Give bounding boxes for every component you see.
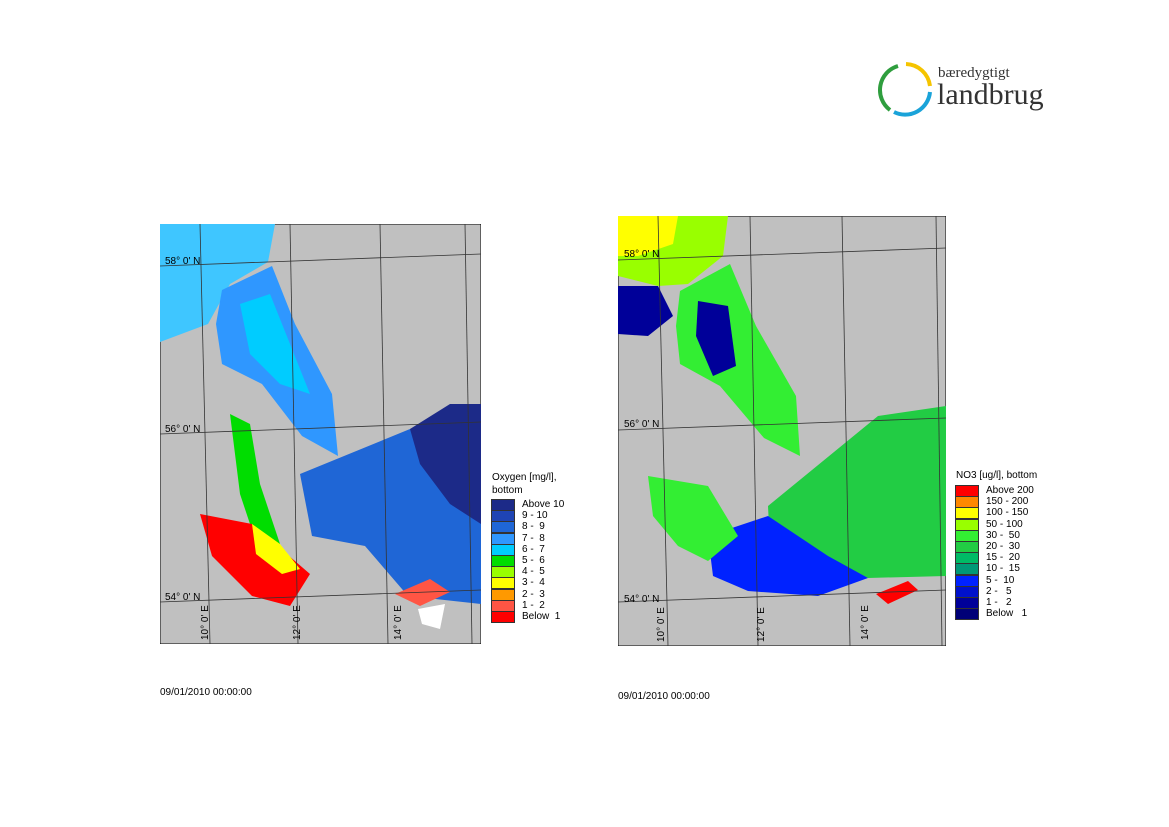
legend-title: bottom xyxy=(492,485,523,496)
legend-label: 7 - 8 xyxy=(522,532,545,544)
legend-swatch xyxy=(955,563,979,576)
legend-label: 30 - 50 xyxy=(986,529,1020,541)
lon-label: 14° 0' E xyxy=(393,605,404,640)
legend-label: 5 - 6 xyxy=(522,555,545,566)
legend-swatch xyxy=(955,507,979,520)
legend-label: Above 10 xyxy=(522,499,565,510)
legend-swatch xyxy=(491,510,515,523)
legend-swatch xyxy=(955,485,979,497)
legend-swatch xyxy=(955,541,979,553)
legend-swatch xyxy=(491,566,515,579)
legend-swatch xyxy=(491,577,515,590)
legend-swatch xyxy=(491,532,515,545)
legend-label: 3 - 4 xyxy=(522,577,545,589)
legend-swatch xyxy=(955,518,979,531)
legend-label: 150 - 200 xyxy=(986,496,1029,508)
legend-label: 8 - 9 xyxy=(522,521,545,533)
legend-swatch xyxy=(955,574,979,587)
lat-label: 58° 0' N xyxy=(624,249,660,260)
legend-swatch xyxy=(955,608,979,621)
legend-label: 2 - 3 xyxy=(522,588,545,600)
timestamp: 09/01/2010 00:00:00 xyxy=(618,691,710,702)
legend-swatch xyxy=(955,585,979,598)
legend-swatch xyxy=(491,599,515,612)
legend-label: 9 - 10 xyxy=(522,510,548,522)
legend-swatch xyxy=(955,552,979,565)
lat-label: 54° 0' N xyxy=(624,594,660,605)
legend-label: 4 - 5 xyxy=(522,566,545,578)
legend-swatch xyxy=(955,496,979,509)
legend-label: 20 - 30 xyxy=(986,541,1020,552)
lat-label: 56° 0' N xyxy=(165,424,201,435)
logo-text: bæredygtigt xyxy=(938,65,1010,81)
legend-label: 10 - 15 xyxy=(986,563,1020,575)
lat-label: 58° 0' N xyxy=(165,256,201,267)
legend-label: Above 200 xyxy=(986,485,1034,496)
lat-label: 56° 0' N xyxy=(624,419,660,430)
map xyxy=(618,216,946,646)
map xyxy=(160,224,481,644)
lat-label: 54° 0' N xyxy=(165,592,201,603)
lon-label: 10° 0' E xyxy=(656,607,667,642)
logo-mark xyxy=(878,62,932,117)
legend-label: 2 - 5 xyxy=(986,585,1012,597)
legend-label: 6 - 7 xyxy=(522,543,545,555)
legend-swatch xyxy=(491,543,515,556)
legend-label: 1 - 2 xyxy=(986,597,1012,608)
lon-label: 10° 0' E xyxy=(200,605,211,640)
lon-label: 14° 0' E xyxy=(860,605,871,640)
legend-label: 5 - 10 xyxy=(986,574,1015,586)
legend-swatch xyxy=(491,499,515,511)
legend-swatch xyxy=(491,588,515,601)
lon-label: 12° 0' E xyxy=(756,607,767,642)
legend-label: Below 1 xyxy=(522,611,561,622)
legend-swatch xyxy=(491,555,515,567)
lon-label: 12° 0' E xyxy=(292,605,303,640)
legend-label: Below 1 xyxy=(986,608,1028,620)
legend-label: 100 - 150 xyxy=(986,507,1029,519)
legend-label: 15 - 20 xyxy=(986,552,1020,564)
legend-swatch xyxy=(491,611,515,623)
legend-label: 1 - 2 xyxy=(522,599,545,611)
logo-text: landbrug xyxy=(937,78,1044,111)
legend-swatch xyxy=(491,521,515,534)
legend-swatch xyxy=(955,597,979,609)
legend-label: 50 - 100 xyxy=(986,518,1023,530)
legend-title: NO3 [ug/l], bottom xyxy=(956,470,1038,481)
timestamp: 09/01/2010 00:00:00 xyxy=(160,687,252,698)
legend-swatch xyxy=(955,529,979,542)
legend-title: Oxygen [mg/l], xyxy=(492,472,557,483)
